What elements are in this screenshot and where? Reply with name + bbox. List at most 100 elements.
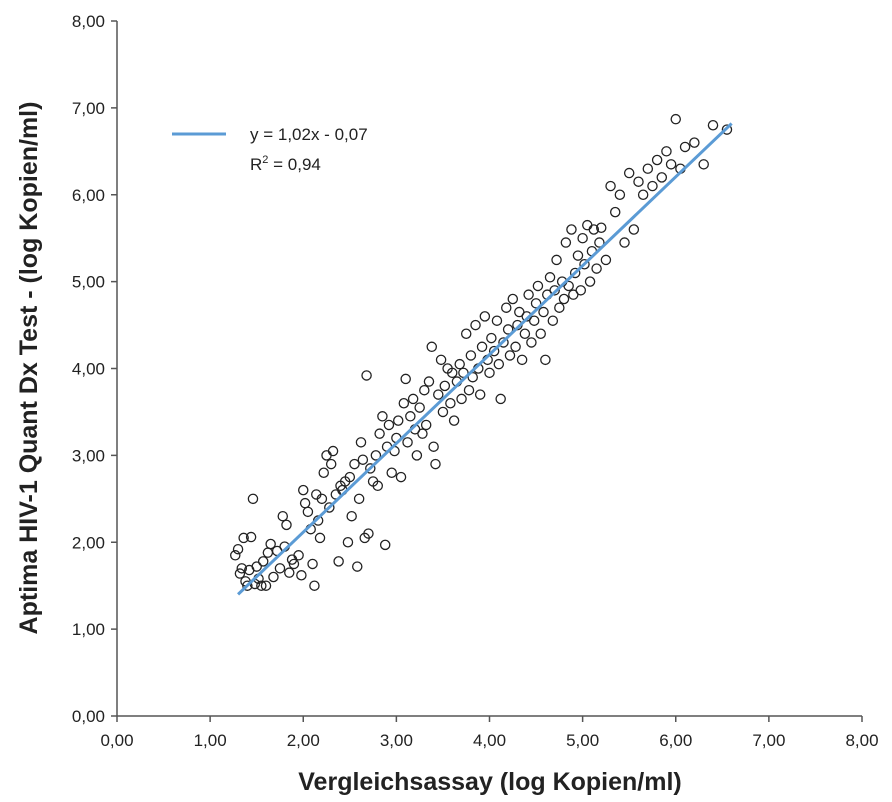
data-point [637, 189, 649, 200]
data-point [428, 441, 439, 452]
data-point [268, 571, 279, 583]
legend-equation: y = 1,02x - 0,07 [250, 125, 368, 144]
data-point [665, 159, 677, 170]
data-point [446, 367, 458, 379]
data-point [651, 154, 663, 166]
data-point [426, 341, 438, 353]
data-point [445, 397, 456, 409]
data-point [516, 354, 528, 366]
x-tick-label: 2,00 [287, 731, 320, 750]
data-point [257, 556, 269, 567]
data-point [346, 510, 357, 522]
data-point [353, 493, 365, 505]
data-point [465, 350, 477, 361]
data-point [535, 328, 546, 339]
data-point [614, 189, 626, 200]
data-point [260, 580, 272, 591]
data-point [530, 298, 542, 309]
data-point [374, 428, 385, 439]
data-point [377, 411, 388, 422]
data-point [232, 543, 244, 555]
legend-r-squared: R2 = 0,94 [250, 154, 321, 174]
data-point [402, 437, 413, 448]
data-point [526, 337, 537, 348]
data-point [288, 558, 300, 570]
data-point [584, 276, 596, 287]
data-point [327, 445, 339, 457]
data-point [407, 393, 419, 405]
legend-r-superscript: 2 [262, 154, 268, 166]
x-tick-label: 6,00 [659, 731, 692, 750]
x-tick-label: 0,00 [100, 731, 133, 750]
data-point [623, 167, 635, 179]
data-point [417, 428, 428, 439]
data-point [265, 538, 276, 550]
data-point [236, 563, 248, 574]
data-point [365, 463, 376, 474]
data-point [386, 467, 397, 478]
data-point [281, 519, 292, 531]
data-point [370, 450, 382, 461]
data-point [245, 531, 257, 543]
data-point [551, 254, 562, 266]
x-axis-ticks: 0,00 1,00 2,00 3,00 4,00 5,00 6,00 7,00 8,00 [100, 716, 879, 750]
y-tick-label: 4,00 [72, 360, 105, 379]
y-tick-label: 2,00 [72, 533, 105, 552]
data-point [321, 450, 332, 461]
data-point [538, 306, 549, 318]
data-point [293, 550, 304, 561]
data-point [633, 176, 644, 187]
data-point [414, 402, 425, 413]
data-point [372, 480, 383, 492]
data-point [579, 258, 590, 270]
data-point [689, 137, 700, 148]
data-point [575, 285, 587, 296]
y-tick-label: 6,00 [72, 186, 105, 205]
data-point [355, 437, 367, 448]
data-point [439, 380, 451, 392]
legend: y = 1,02x - 0,07 R2 = 0,94 [172, 125, 368, 174]
data-point [479, 311, 491, 322]
data-point [591, 263, 602, 274]
data-point [721, 124, 733, 135]
data-point [566, 224, 577, 235]
data-point [302, 506, 314, 518]
data-point [495, 393, 506, 405]
data-point [484, 367, 495, 379]
data-point [463, 384, 475, 396]
data-point [318, 467, 329, 478]
data-point [698, 159, 709, 170]
data-point [307, 558, 318, 570]
y-tick-label: 0,00 [72, 707, 105, 726]
data-point [532, 280, 544, 292]
data-point [230, 550, 241, 561]
data-point [379, 539, 391, 551]
data-point [504, 350, 516, 361]
y-tick-label: 8,00 [72, 12, 105, 31]
data-point [299, 497, 311, 509]
data-point [491, 315, 503, 326]
y-tick-label: 1,00 [72, 620, 105, 639]
data-point [251, 561, 262, 572]
data-point [549, 285, 560, 296]
data-points [230, 113, 733, 591]
data-point [661, 146, 672, 157]
data-point [476, 341, 488, 353]
data-point [467, 371, 478, 383]
data-point [262, 547, 274, 558]
data-point [670, 113, 682, 125]
data-point [361, 370, 372, 381]
data-point [588, 224, 600, 235]
data-point [274, 563, 286, 574]
data-point [419, 384, 430, 396]
data-point [600, 254, 612, 266]
x-axis-title: Vergleichsassay (log Kopien/ml) [298, 768, 681, 796]
data-point [470, 319, 481, 331]
data-point [456, 393, 467, 405]
data-point [309, 580, 320, 591]
data-point [242, 580, 253, 591]
data-point [256, 580, 267, 591]
data-point [314, 532, 326, 544]
data-point [430, 458, 441, 470]
data-point [540, 354, 551, 366]
